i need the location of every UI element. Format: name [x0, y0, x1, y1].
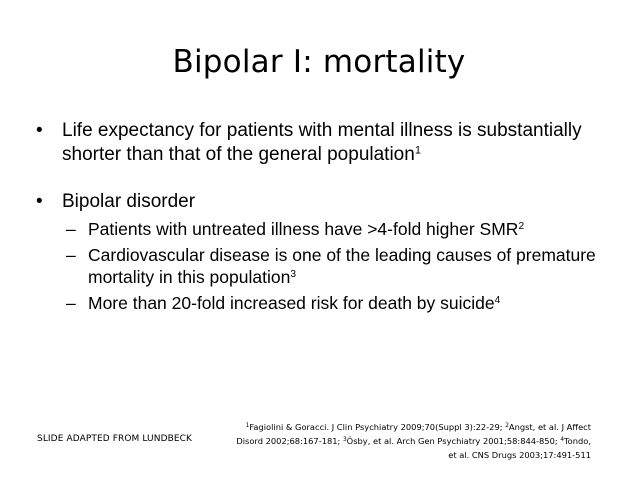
- reference-text: Ösby, et al. Arch Gen Psychiatry 2001;58…: [346, 436, 561, 446]
- bullet-list: • Life expectancy for patients with ment…: [36, 119, 596, 314]
- reference-text: Fagiolini & Goracci. J Clin Psychiatry 2…: [249, 422, 506, 432]
- bullet-text: Bipolar disorder: [62, 191, 196, 212]
- bullet-bipolar-disorder: • Bipolar disorder: [36, 190, 596, 214]
- sub-bullet-suicide-risk: – More than 20-fold increased risk for d…: [36, 292, 596, 314]
- sub-bullet-text: Cardiovascular disease is one of the lea…: [88, 245, 596, 287]
- adapted-note: SLIDE ADAPTED FROM LUNDBECK: [37, 434, 193, 444]
- footnote-ref: 4: [494, 294, 501, 306]
- reference-text: Angst, et al. J Affect Disord 2002;68:16…: [236, 422, 591, 446]
- bullet-marker: •: [36, 120, 43, 141]
- sub-bullet-text: Patients with untreated illness have >4-…: [88, 219, 519, 239]
- bullet-life-expectancy: • Life expectancy for patients with ment…: [36, 119, 596, 167]
- sub-bullet-cardiovascular: – Cardiovascular disease is one of the l…: [36, 244, 596, 288]
- reference-number: 1: [245, 423, 250, 430]
- slide-title: Bipolar I: mortality: [172, 44, 466, 80]
- sub-bullet-marker: –: [66, 245, 76, 265]
- sub-bullet-marker: –: [66, 293, 76, 313]
- reference-number: 4: [560, 437, 565, 444]
- sub-bullet-text: More than 20-fold increased risk for dea…: [88, 293, 495, 313]
- references: 1Fagiolini & Goracci. J Clin Psychiatry …: [233, 420, 591, 462]
- footnote-ref: 3: [290, 268, 296, 280]
- reference-number: 3: [342, 437, 347, 444]
- reference-text: Tondo, et al. CNS Drugs 2003;17:491-511: [448, 436, 591, 460]
- reference-number: 2: [505, 423, 509, 430]
- sub-bullet-untreated-smr: – Patients with untreated illness have >…: [36, 218, 596, 240]
- sub-bullet-marker: –: [66, 219, 76, 239]
- bullet-text: Life expectancy for patients with mental…: [62, 120, 582, 165]
- footnote-ref: 2: [518, 220, 525, 232]
- footnote-ref: 1: [414, 144, 421, 157]
- bullet-marker: •: [36, 191, 43, 212]
